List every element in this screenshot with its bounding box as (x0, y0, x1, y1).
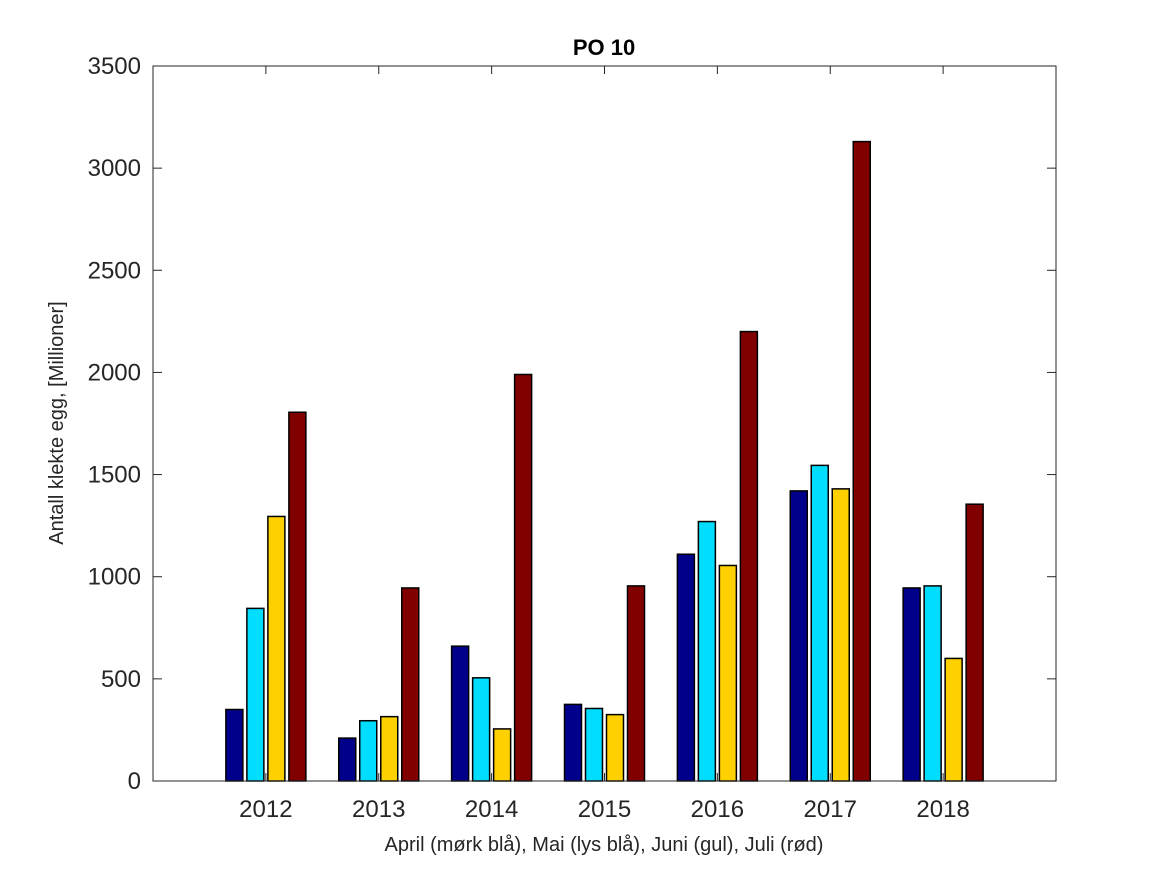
chart-title: PO 10 (573, 35, 635, 60)
bar-juli-2018 (965, 503, 984, 782)
bar-mai-2015 (584, 707, 604, 782)
bar-mai-2017 (810, 464, 829, 782)
axes: 2012 2013 2014 2015 2016 2017 2018 0 500 1000 1500… (88, 53, 1057, 823)
bar-juni-2012 (267, 515, 286, 782)
bar-juni-2017 (831, 488, 850, 782)
bar-juli-2015 (626, 585, 646, 782)
bar-april-2017 (789, 490, 808, 782)
y-tick-label: 1500 (88, 462, 141, 489)
bar-juli-2012 (288, 411, 307, 782)
bars (225, 140, 984, 782)
bar-juni-2014 (492, 728, 512, 782)
bar-april-2014 (450, 645, 470, 782)
x-tick-label: 2012 (239, 796, 292, 823)
y-tick-label: 2000 (88, 359, 141, 386)
y-tick-label: 1000 (88, 564, 141, 591)
bar-juni-2016 (718, 564, 738, 782)
x-tick-label: 2016 (691, 796, 744, 823)
x-tick-label: 2018 (916, 796, 969, 823)
bar-juli-2016 (739, 330, 759, 782)
x-tick-label: 2017 (804, 796, 857, 823)
bar-juli-2014 (513, 373, 533, 782)
bar-juni-2013 (380, 715, 399, 782)
x-tick-label: 2015 (578, 796, 631, 823)
y-tick-label: 0 (128, 768, 141, 795)
bar-mai-2014 (471, 677, 491, 782)
bar-mai-2012 (246, 607, 265, 782)
x-tick-label: 2013 (352, 796, 405, 823)
y-tick-label: 2500 (88, 257, 141, 284)
bar-juli-2013 (401, 587, 420, 782)
bar-mai-2013 (359, 719, 378, 782)
bar-april-2018 (902, 587, 921, 782)
y-tick-label: 500 (101, 666, 141, 693)
bar-juni-2015 (605, 713, 625, 782)
bar-mai-2018 (923, 585, 942, 782)
bar-juli-2017 (852, 140, 871, 782)
bar-april-2012 (225, 708, 244, 782)
bar-juni-2018 (944, 657, 963, 782)
plot-frame (152, 65, 1057, 782)
bar-april-2015 (563, 703, 583, 782)
x-axis-label: April (mørk blå), Mai (lys blå), Juni (g… (385, 834, 824, 856)
y-tick-label: 3500 (88, 53, 141, 80)
x-tick-label: 2014 (465, 796, 518, 823)
bar-mai-2016 (697, 520, 717, 782)
y-tick-label: 3000 (88, 155, 141, 182)
bar-april-2013 (338, 737, 357, 782)
bar-april-2016 (676, 553, 696, 782)
y-axis-label: Antall klekte egg, [Millioner] (46, 301, 68, 544)
